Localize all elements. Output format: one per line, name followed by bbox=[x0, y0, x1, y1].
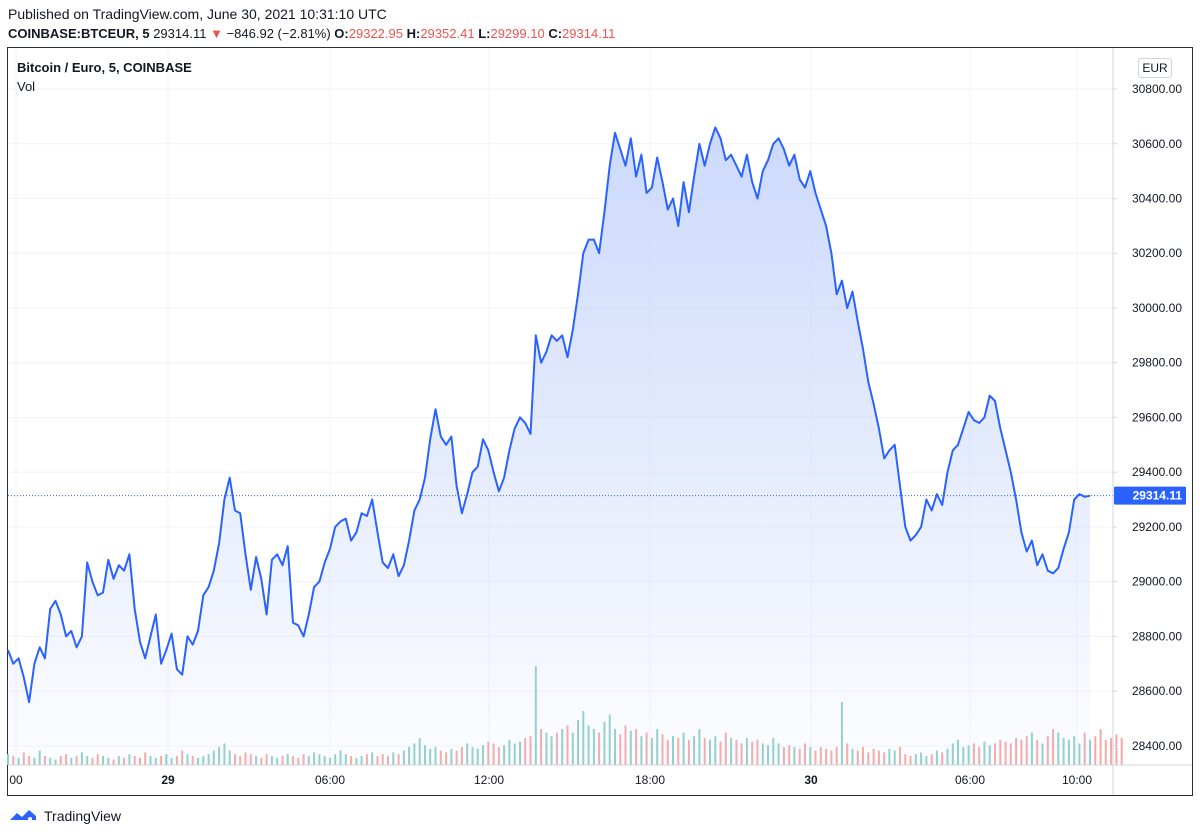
y-tick-label: 30800.00 bbox=[1132, 82, 1182, 96]
volume-bar bbox=[1104, 739, 1107, 765]
x-tick-label: 18:00 bbox=[635, 773, 665, 787]
volume-bar bbox=[1110, 738, 1113, 765]
quote-line: COINBASE:BTCEUR, 5 29314.11 ▼ −846.92 (−… bbox=[8, 26, 615, 41]
x-axis[interactable]: 00 29 06:00 12:00 18:00 30 06:00 10:00 bbox=[8, 764, 1192, 787]
last-price: 29314.11 bbox=[153, 26, 207, 41]
footer: TradingView bbox=[8, 806, 121, 826]
x-tick-label: 29 bbox=[161, 773, 175, 787]
x-tick-label: 00 bbox=[9, 773, 23, 787]
y-tick-label: 30600.00 bbox=[1132, 137, 1182, 151]
last-price-tag: 29314.11 bbox=[1114, 486, 1186, 505]
symbol-label: COINBASE:BTCEUR, 5 bbox=[8, 26, 150, 41]
low-label: L: bbox=[478, 26, 491, 41]
low-value: 29299.10 bbox=[490, 26, 545, 41]
volume-label: Vol bbox=[17, 79, 36, 94]
x-tick-label: 06:00 bbox=[955, 773, 985, 787]
chart-frame bbox=[7, 47, 1193, 796]
high-label: H: bbox=[406, 26, 421, 41]
x-tick-label: 30 bbox=[804, 773, 818, 787]
volume-bar bbox=[1094, 736, 1097, 765]
volume-bar bbox=[1099, 729, 1102, 765]
close-label: C: bbox=[548, 26, 563, 41]
close-value: 29314.11 bbox=[562, 26, 616, 41]
volume-bar bbox=[1115, 734, 1118, 765]
price-area bbox=[8, 127, 1090, 765]
volume-bar bbox=[1120, 738, 1123, 765]
down-triangle-icon: ▼ bbox=[210, 26, 223, 41]
y-tick-label: 29400.00 bbox=[1132, 465, 1182, 479]
y-tick-label: 28400.00 bbox=[1132, 739, 1182, 753]
tradingview-logo-icon[interactable] bbox=[8, 806, 38, 826]
y-tick-label: 30400.00 bbox=[1132, 192, 1182, 206]
footer-brand[interactable]: TradingView bbox=[44, 808, 122, 824]
x-tick-label: 12:00 bbox=[474, 773, 504, 787]
open-value: 29322.95 bbox=[348, 26, 403, 41]
y-tick-label: 29600.00 bbox=[1132, 410, 1182, 424]
published-note: Published on TradingView.com, June 30, 2… bbox=[8, 6, 387, 22]
last-price-tag-text: 29314.11 bbox=[1133, 489, 1183, 503]
y-tick-label: 30200.00 bbox=[1132, 246, 1182, 260]
open-label: O: bbox=[334, 26, 349, 41]
y-tick-label: 30000.00 bbox=[1132, 301, 1182, 315]
y-tick-label: 29200.00 bbox=[1132, 520, 1182, 534]
y-tick-label: 28600.00 bbox=[1132, 684, 1182, 698]
y-axis[interactable]: 28400.00 28600.00 28800.00 29000.00 29200.00… bbox=[1112, 48, 1182, 795]
price-line bbox=[7, 126, 1091, 704]
y-tick-label: 29800.00 bbox=[1132, 356, 1182, 370]
high-value: 29352.41 bbox=[420, 26, 475, 41]
price-change: −846.92 (−2.81%) bbox=[226, 26, 331, 41]
y-tick-label: 28800.00 bbox=[1132, 629, 1182, 643]
y-tick-label: 29000.00 bbox=[1132, 575, 1182, 589]
currency-badge[interactable]: EUR bbox=[1138, 58, 1172, 78]
x-tick-label: 06:00 bbox=[315, 773, 345, 787]
chart-title: Bitcoin / Euro, 5, COINBASE bbox=[17, 60, 192, 75]
x-tick-label: 10:00 bbox=[1062, 773, 1092, 787]
